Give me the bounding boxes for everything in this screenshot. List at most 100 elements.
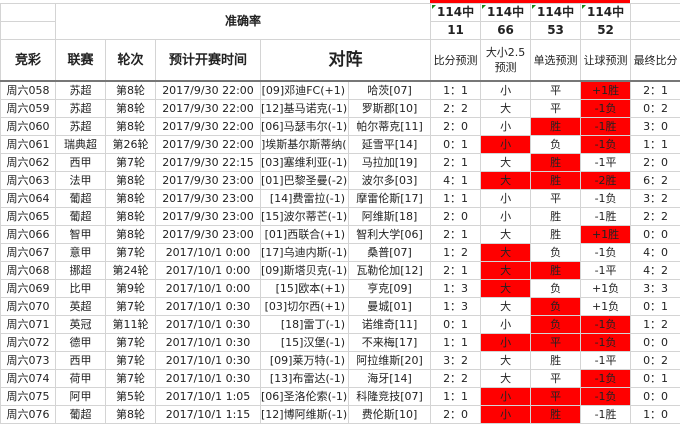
score-pred-cell[interactable]: 0：1 [431, 316, 481, 334]
handicap-pred-cell[interactable]: -1负 [581, 388, 631, 406]
home-team-cell[interactable]: [12]基马诺克(-1) [261, 100, 349, 118]
league-cell[interactable]: 智甲 [56, 226, 106, 244]
single-pred-cell[interactable]: 胜 [531, 172, 581, 190]
match-id-cell[interactable]: 周六067 [1, 244, 56, 262]
match-id-cell[interactable]: 周六074 [1, 370, 56, 388]
ou-pred-cell[interactable]: 小 [481, 81, 531, 100]
final-score-cell[interactable]: 4：0 [631, 244, 680, 262]
league-cell[interactable]: 苏超 [56, 100, 106, 118]
ou-pred-cell[interactable]: 大 [481, 172, 531, 190]
score-pred-cell[interactable]: 1：2 [431, 244, 481, 262]
score-pred-cell[interactable]: 1：1 [431, 388, 481, 406]
match-id-cell[interactable]: 周六068 [1, 262, 56, 280]
round-cell[interactable]: 第8轮 [106, 118, 156, 136]
home-team-cell[interactable]: [14]费雷拉(-1) [261, 190, 349, 208]
kickoff-time-cell[interactable]: 2017/9/30 23:00 [156, 208, 261, 226]
handicap-pred-cell[interactable]: -1平 [581, 262, 631, 280]
away-team-cell[interactable]: 瓦勒伦加[12] [349, 262, 431, 280]
round-cell[interactable]: 第8轮 [106, 208, 156, 226]
round-cell[interactable]: 第7轮 [106, 352, 156, 370]
final-score-cell[interactable]: 2：2 [631, 208, 680, 226]
round-cell[interactable]: 第11轮 [106, 316, 156, 334]
match-id-cell[interactable]: 周六065 [1, 208, 56, 226]
score-pred-cell[interactable]: 1：1 [431, 334, 481, 352]
league-cell[interactable]: 西甲 [56, 352, 106, 370]
round-cell[interactable]: 第7轮 [106, 370, 156, 388]
away-team-cell[interactable]: 海牙[14] [349, 370, 431, 388]
kickoff-time-cell[interactable]: 2017/9/30 22:00 [156, 136, 261, 154]
away-team-cell[interactable]: 波尔多[03] [349, 172, 431, 190]
blank-cell[interactable] [631, 4, 680, 22]
league-cell[interactable]: 苏超 [56, 81, 106, 100]
ou-pred-cell[interactable]: 小 [481, 334, 531, 352]
match-id-cell[interactable]: 周六070 [1, 298, 56, 316]
ou-pred-cell[interactable]: 小 [481, 118, 531, 136]
round-cell[interactable]: 第8轮 [106, 226, 156, 244]
final-score-cell[interactable]: 0：0 [631, 388, 680, 406]
kickoff-time-cell[interactable]: 2017/10/1 0:00 [156, 244, 261, 262]
ou-pred-cell[interactable]: 小 [481, 316, 531, 334]
league-cell[interactable]: 法甲 [56, 172, 106, 190]
league-cell[interactable]: 英超 [56, 298, 106, 316]
single-pred-cell[interactable]: 胜 [531, 352, 581, 370]
score-pred-cell[interactable]: 2：1 [431, 226, 481, 244]
single-pred-cell[interactable]: 负 [531, 244, 581, 262]
single-pred-cell[interactable]: 平 [531, 334, 581, 352]
handicap-pred-cell[interactable]: -1胜 [581, 118, 631, 136]
match-id-cell[interactable]: 周六059 [1, 100, 56, 118]
ou-pred-cell[interactable]: 大 [481, 370, 531, 388]
kickoff-time-cell[interactable]: 2017/9/30 22:00 [156, 118, 261, 136]
final-score-cell[interactable]: 4：2 [631, 262, 680, 280]
score-pred-cell[interactable]: 0：1 [431, 136, 481, 154]
league-cell[interactable]: 葡超 [56, 406, 106, 424]
final-score-cell[interactable]: 0：0 [631, 226, 680, 244]
kickoff-time-cell[interactable]: 2017/10/1 1:15 [156, 406, 261, 424]
match-id-cell[interactable]: 周六071 [1, 316, 56, 334]
handicap-pred-cell[interactable]: -1胜 [581, 406, 631, 424]
handicap-pred-cell[interactable]: -1胜 [581, 208, 631, 226]
away-team-cell[interactable]: 延雪平[14] [349, 136, 431, 154]
away-team-cell[interactable]: 曼城[01] [349, 298, 431, 316]
score-pred-cell[interactable]: 2：0 [431, 118, 481, 136]
handicap-pred-cell[interactable]: +1胜 [581, 226, 631, 244]
match-id-cell[interactable]: 周六062 [1, 154, 56, 172]
final-score-cell[interactable]: 0：1 [631, 298, 680, 316]
home-team-cell[interactable]: [17]乌迪内斯(-1) [261, 244, 349, 262]
round-cell[interactable]: 第8轮 [106, 100, 156, 118]
match-id-cell[interactable]: 周六069 [1, 280, 56, 298]
kickoff-time-cell[interactable]: 2017/9/30 22:15 [156, 154, 261, 172]
blank-cell[interactable] [1, 22, 56, 40]
final-score-cell[interactable]: 1：1 [631, 136, 680, 154]
score-pred-cell[interactable]: 1：3 [431, 280, 481, 298]
single-pred-cell[interactable]: 负 [531, 316, 581, 334]
final-score-cell[interactable]: 3：3 [631, 280, 680, 298]
home-team-cell[interactable]: [06]马瑟韦尔(-1) [261, 118, 349, 136]
home-team-cell[interactable]: [09]邓迪FC(+1) [261, 81, 349, 100]
away-team-cell[interactable]: 诺维奇[11] [349, 316, 431, 334]
single-pred-cell[interactable]: 胜 [531, 154, 581, 172]
single-pred-cell[interactable]: 胜 [531, 226, 581, 244]
home-team-cell[interactable]: [06]圣洛伦索(-1) [261, 388, 349, 406]
ou-pred-cell[interactable]: 小 [481, 208, 531, 226]
kickoff-time-cell[interactable]: 2017/9/30 23:00 [156, 190, 261, 208]
league-cell[interactable]: 比甲 [56, 280, 106, 298]
home-team-cell[interactable]: [09]斯塔贝克(-1) [261, 262, 349, 280]
single-pred-cell[interactable]: 平 [531, 190, 581, 208]
league-cell[interactable]: 葡超 [56, 190, 106, 208]
score-pred-cell[interactable]: 2：1 [431, 262, 481, 280]
ou-pred-cell[interactable]: 大 [481, 280, 531, 298]
ou-pred-cell[interactable]: 大 [481, 100, 531, 118]
ou-pred-cell[interactable]: 小 [481, 388, 531, 406]
home-team-cell[interactable]: [09]莱万特(-1) [261, 352, 349, 370]
kickoff-time-cell[interactable]: 2017/10/1 0:00 [156, 280, 261, 298]
away-team-cell[interactable]: 不来梅[17] [349, 334, 431, 352]
single-pred-cell[interactable]: 负 [531, 280, 581, 298]
